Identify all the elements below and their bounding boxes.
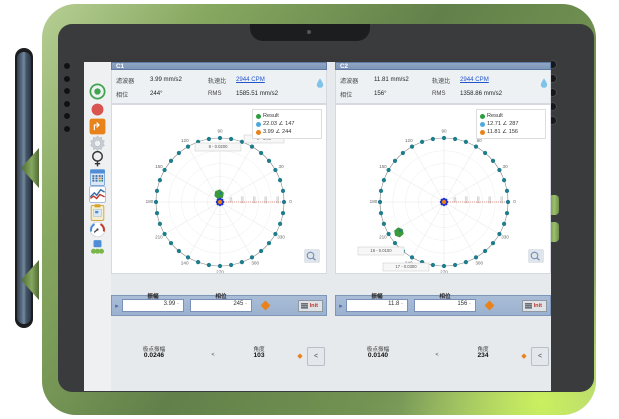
svg-text:300: 300 xyxy=(251,260,259,265)
svg-text:8 - 0.0200: 8 - 0.0200 xyxy=(209,144,229,149)
svg-text:2000: 2000 xyxy=(488,196,492,203)
svg-text:30: 30 xyxy=(279,164,285,169)
svg-text:330: 330 xyxy=(277,235,285,240)
svg-text:90: 90 xyxy=(217,129,223,134)
svg-text:180: 180 xyxy=(146,199,154,204)
svg-text:1500: 1500 xyxy=(476,196,480,203)
svg-text:90: 90 xyxy=(441,129,447,134)
svg-text:30: 30 xyxy=(503,164,509,169)
svg-text:330: 330 xyxy=(501,235,509,240)
svg-text:150: 150 xyxy=(155,164,163,169)
svg-text:120: 120 xyxy=(181,138,189,143)
svg-text:210: 210 xyxy=(155,234,163,239)
svg-text:1000: 1000 xyxy=(241,196,245,203)
svg-text:150: 150 xyxy=(379,164,387,169)
svg-text:2500: 2500 xyxy=(500,196,504,203)
svg-text:500: 500 xyxy=(453,197,457,203)
svg-text:300: 300 xyxy=(475,260,483,265)
svg-text:17 - 0.0300: 17 - 0.0300 xyxy=(395,264,417,269)
svg-text:0: 0 xyxy=(513,199,516,204)
svg-text:1500: 1500 xyxy=(252,196,256,203)
svg-text:270: 270 xyxy=(440,270,448,274)
svg-text:500: 500 xyxy=(229,197,233,203)
svg-text:210: 210 xyxy=(379,234,387,239)
svg-text:1000: 1000 xyxy=(465,196,469,203)
svg-text:0: 0 xyxy=(289,199,292,204)
svg-text:180: 180 xyxy=(370,199,378,204)
svg-text:16 - 0.0100: 16 - 0.0100 xyxy=(370,248,392,253)
svg-text:240: 240 xyxy=(181,260,189,265)
svg-text:120: 120 xyxy=(405,138,413,143)
svg-text:270: 270 xyxy=(216,270,224,274)
svg-text:2000: 2000 xyxy=(264,196,268,203)
svg-text:2500: 2500 xyxy=(276,196,280,203)
